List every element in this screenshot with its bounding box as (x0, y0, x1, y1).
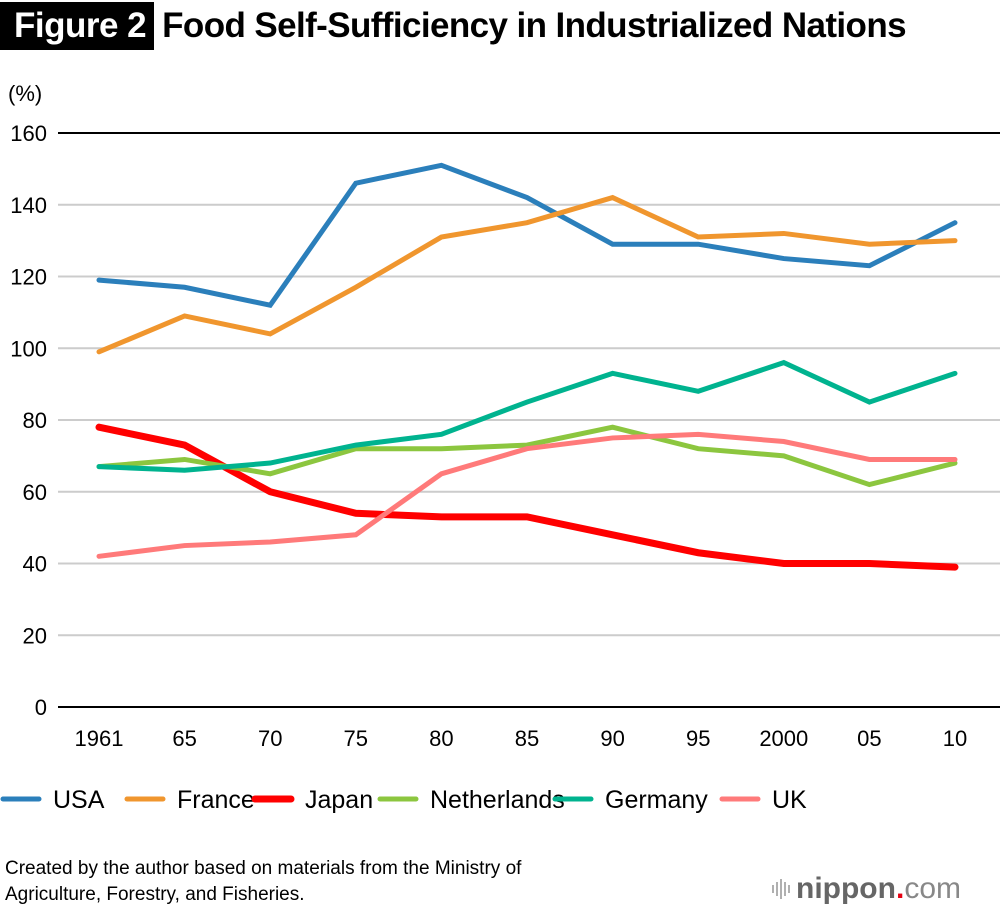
logo-word: nippon (796, 872, 896, 905)
x-tick-label: 05 (857, 726, 881, 751)
y-tick-label: 40 (23, 552, 47, 577)
chart-title: Food Self-Sufficiency in Industrialized … (162, 6, 906, 45)
y-tick-label: 140 (10, 193, 47, 218)
y-tick-label: 100 (10, 336, 47, 361)
legend-item-usa: USA (0, 786, 105, 814)
y-axis-ticks: 0 20 40 60 80 100 120 140 160 (10, 121, 47, 720)
legend-item-uk: UK (719, 786, 807, 814)
legend-label: UK (772, 786, 807, 814)
y-tick-label: 160 (10, 121, 47, 146)
chart-header: Figure 2 Food Self-Sufficiency in Indust… (0, 2, 907, 50)
legend-label: France (177, 786, 255, 814)
x-tick-label: 85 (515, 726, 539, 751)
series-line-france (96, 194, 958, 355)
x-tick-label: 1961 (75, 726, 124, 751)
x-tick-label: 75 (344, 726, 368, 751)
logo-dot: . (895, 872, 905, 905)
x-tick-label: 90 (600, 726, 624, 751)
y-axis-label: (%) (8, 81, 42, 106)
legend-item-netherlands: Netherlands (377, 786, 565, 814)
logo-suffix: com (904, 872, 961, 905)
x-tick-label: 80 (429, 726, 453, 751)
logo-soundwave-icon (772, 879, 790, 899)
grid-lines (58, 132, 1000, 708)
legend-label: Germany (605, 786, 708, 814)
y-tick-label: 80 (23, 408, 47, 433)
y-tick-label: 20 (23, 623, 47, 648)
source-line-1: Created by the author based on materials… (5, 858, 522, 879)
x-tick-label: 95 (686, 726, 710, 751)
series-line-germany (96, 359, 958, 473)
y-tick-label: 0 (35, 695, 47, 720)
series-line-uk (96, 431, 958, 559)
series-line-usa (96, 162, 958, 308)
legend-label: Netherlands (430, 786, 565, 814)
legend-item-germany: Germany (552, 786, 708, 814)
series-lines (95, 162, 959, 571)
legend-item-france: France (124, 786, 255, 814)
legend: USA France Japan Netherlands Germany UK (0, 786, 807, 814)
figure-badge: Figure 2 (0, 2, 155, 50)
legend-label: USA (53, 786, 105, 814)
source-note: Created by the author based on materials… (5, 856, 521, 908)
legend-item-japan: Japan (251, 786, 373, 814)
series-line-netherlands (96, 424, 958, 488)
x-axis-ticks: 1961 65 70 75 80 85 90 95 2000 05 10 (75, 726, 968, 751)
legend-label: Japan (305, 786, 373, 814)
source-line-2: Agriculture, Forestry, and Fisheries. (5, 884, 305, 905)
line-chart: (%) 0 20 40 60 80 100 120 140 160 1961 65 70 75 80 85… (0, 81, 1000, 814)
x-tick-label: 65 (172, 726, 196, 751)
x-tick-label: 10 (943, 726, 967, 751)
nippon-logo: nippon. com (772, 872, 961, 906)
x-tick-label: 2000 (759, 726, 808, 751)
y-tick-label: 120 (10, 265, 47, 290)
y-tick-label: 60 (23, 480, 47, 505)
x-tick-label: 70 (258, 726, 282, 751)
